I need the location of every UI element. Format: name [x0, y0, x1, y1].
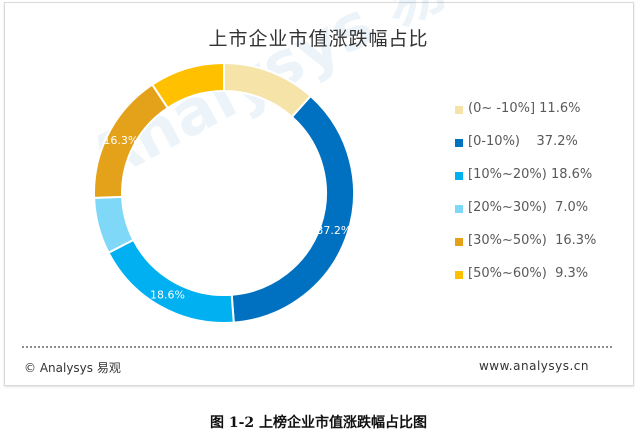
legend-swatch	[455, 172, 463, 180]
legend-swatch	[455, 205, 463, 213]
slice-data-label: 18.6%	[150, 288, 185, 301]
legend-swatch	[455, 106, 463, 114]
legend-label: (0~ -10%] 11.6%	[468, 101, 581, 116]
legend-label: [30%~50%) 16.3%	[468, 233, 597, 248]
legend-label: [50%~60%) 9.3%	[468, 266, 589, 281]
footer-divider	[22, 346, 612, 348]
legend-swatch	[455, 139, 463, 147]
legend-swatch	[455, 238, 463, 246]
footer-copyright: © Analysys 易观	[24, 361, 121, 375]
donut-slice	[230, 94, 355, 324]
legend-label: [20%~30%) 7.0%	[468, 200, 589, 215]
footer-website: www.analysys.cn	[478, 359, 589, 373]
donut-slice	[223, 61, 312, 119]
legend-label: [0-10%) 37.2%	[468, 134, 578, 149]
slice-data-label: 37.2%	[316, 224, 351, 237]
donut-slice	[150, 61, 225, 110]
legend-label: [10%~20%) 18.6%	[468, 167, 593, 182]
chart-title: 上市企业市值涨跌幅占比	[208, 28, 429, 50]
donut-slice	[107, 238, 235, 324]
figure-caption: 图 1-2 上榜企业市值涨跌幅占比图	[209, 415, 428, 431]
slice-data-label: 16.3%	[103, 134, 138, 147]
legend-swatch	[455, 271, 463, 279]
